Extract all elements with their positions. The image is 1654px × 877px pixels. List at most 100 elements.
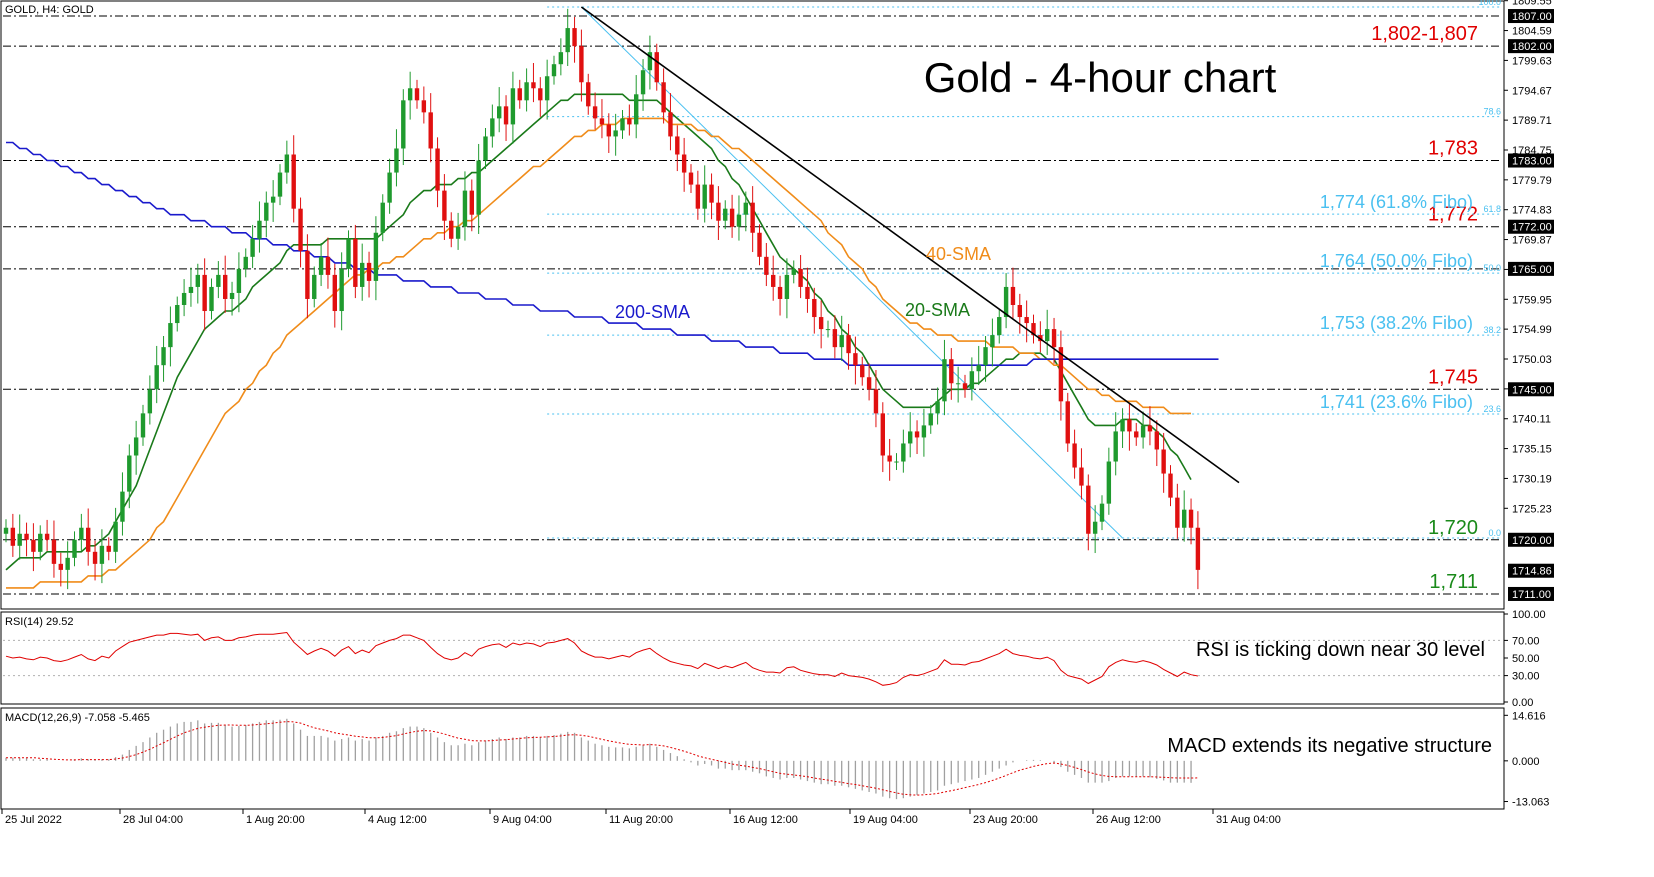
candle-body [1058,347,1064,402]
time-tick-label: 1 Aug 20:00 [246,814,305,826]
candle-body [99,545,105,564]
fib-level-label: 1,764 (50.0% Fibo) [1320,251,1473,271]
macd-signal-line [6,721,1198,796]
price-axis: 1809.551804.591799.631794.671789.711784.… [1504,0,1552,515]
price-box [1508,153,1554,168]
candle-body [1134,431,1139,438]
candle-body [908,431,913,444]
candle-body [675,136,680,155]
rsi-content: 70.00 30.00 100.00 50.00 0.00 [3,609,1546,709]
candle-body [394,148,399,173]
candle-body [716,202,721,221]
candle-body [1072,443,1077,468]
candle-body [1195,527,1201,570]
candle-body [250,238,255,257]
price-box-label: 1807.00 [1512,11,1552,23]
main-panel-frame [0,0,1505,610]
rsi-level-label: 30.00 [1512,671,1540,683]
candle-body [695,184,701,209]
moving-averages [5,93,1219,589]
candle-body [284,154,290,173]
fibonacci-diagonal [581,6,1123,539]
candle-body [455,226,461,239]
candle-body [846,335,851,354]
candle-body [599,118,605,125]
candle-body [1113,431,1118,462]
price-tick-label: 1730.19 [1512,473,1552,485]
chart-title: Gold - 4-hour chart [924,54,1277,101]
level-label: 1,720 [1428,517,1478,539]
candle-body [901,443,906,462]
candle-body [798,268,803,287]
candle-body [579,46,584,83]
price-box-label: 1772.00 [1512,222,1552,234]
candle-body [668,112,673,137]
trendline [580,6,1240,484]
time-tick-label: 31 Aug 04:00 [1216,814,1281,826]
candle-body [407,88,413,101]
macd-content: 14.616 0.000 -13.063 [5,710,1549,809]
main-price-panel: 1,802-1,807 1,783 1,772 1,745 1,720 1,711 100… [0,0,1505,610]
macd-tick-label: 14.616 [1512,710,1546,722]
candle-body [298,208,303,251]
candle-body [860,365,865,378]
candle-body [935,401,940,414]
time-axis: 25 Jul 2022 28 Jul 04:00 1 Aug 20:00 4 Aug … [1,809,1281,826]
candle-body [586,82,591,107]
candle-body [723,208,728,221]
price-box [1508,532,1554,547]
price-box [1508,39,1554,54]
candle-body [332,274,337,312]
candle-body [353,238,358,287]
rsi-tick-label: 0.00 [1512,697,1533,709]
candle-body [510,88,516,125]
price-box-label: 1720.00 [1512,535,1552,547]
price-boxes: 1807.00 1802.00 1783.00 1772.00 1765.00 1745.… [1508,9,1554,601]
descending-trendline [580,6,1240,484]
sma-line-40-sma [6,117,1191,589]
price-tick-label: 1794.67 [1512,85,1552,97]
candle-body [346,238,351,269]
candle-body [613,130,618,137]
candle-body [1086,485,1091,534]
candle-body [764,256,769,275]
candle-body [140,413,146,438]
candle-body [777,286,783,299]
candle-body [558,52,564,65]
fib-ratio-label: 78.6 [1483,107,1501,117]
candle-body [401,100,406,149]
candle-body [866,377,872,390]
candle-body [1079,467,1084,486]
candle-body [1140,425,1146,438]
candle-body [223,274,228,299]
candle-body [1045,329,1050,342]
candle-body [428,112,433,149]
candle-body [928,413,933,426]
price-tick-label: 1750.03 [1512,354,1552,366]
candle-body [729,208,735,227]
horizontal-levels: 1,802-1,807 1,783 1,772 1,745 1,720 1,711 [3,15,1502,595]
candle-body [58,563,63,570]
candle-body [640,70,646,95]
candle-body [654,52,659,83]
candle-body [990,335,995,348]
candle-body [503,106,509,125]
candle-body [3,527,9,534]
candle-body [243,256,248,269]
time-tick-label: 25 Jul 2022 [5,814,62,826]
symbol-header: GOLD, H4: GOLD [5,4,94,16]
candle-body [832,329,838,348]
candle-body [1003,286,1009,318]
price-tick-label: 1809.55 [1512,0,1552,8]
price-tick-label: 1740.11 [1512,414,1551,426]
candle-body [565,28,570,53]
annotation-40-sma: 40-SMA [926,244,991,264]
candle-body [38,533,43,552]
price-box [1508,261,1554,276]
price-tick-label: 1774.83 [1512,205,1552,217]
candle-body [113,521,118,552]
level-label: 1,783 [1428,138,1478,160]
candle-body [44,533,50,540]
candle-body [1120,419,1125,432]
candle-body [188,286,194,293]
